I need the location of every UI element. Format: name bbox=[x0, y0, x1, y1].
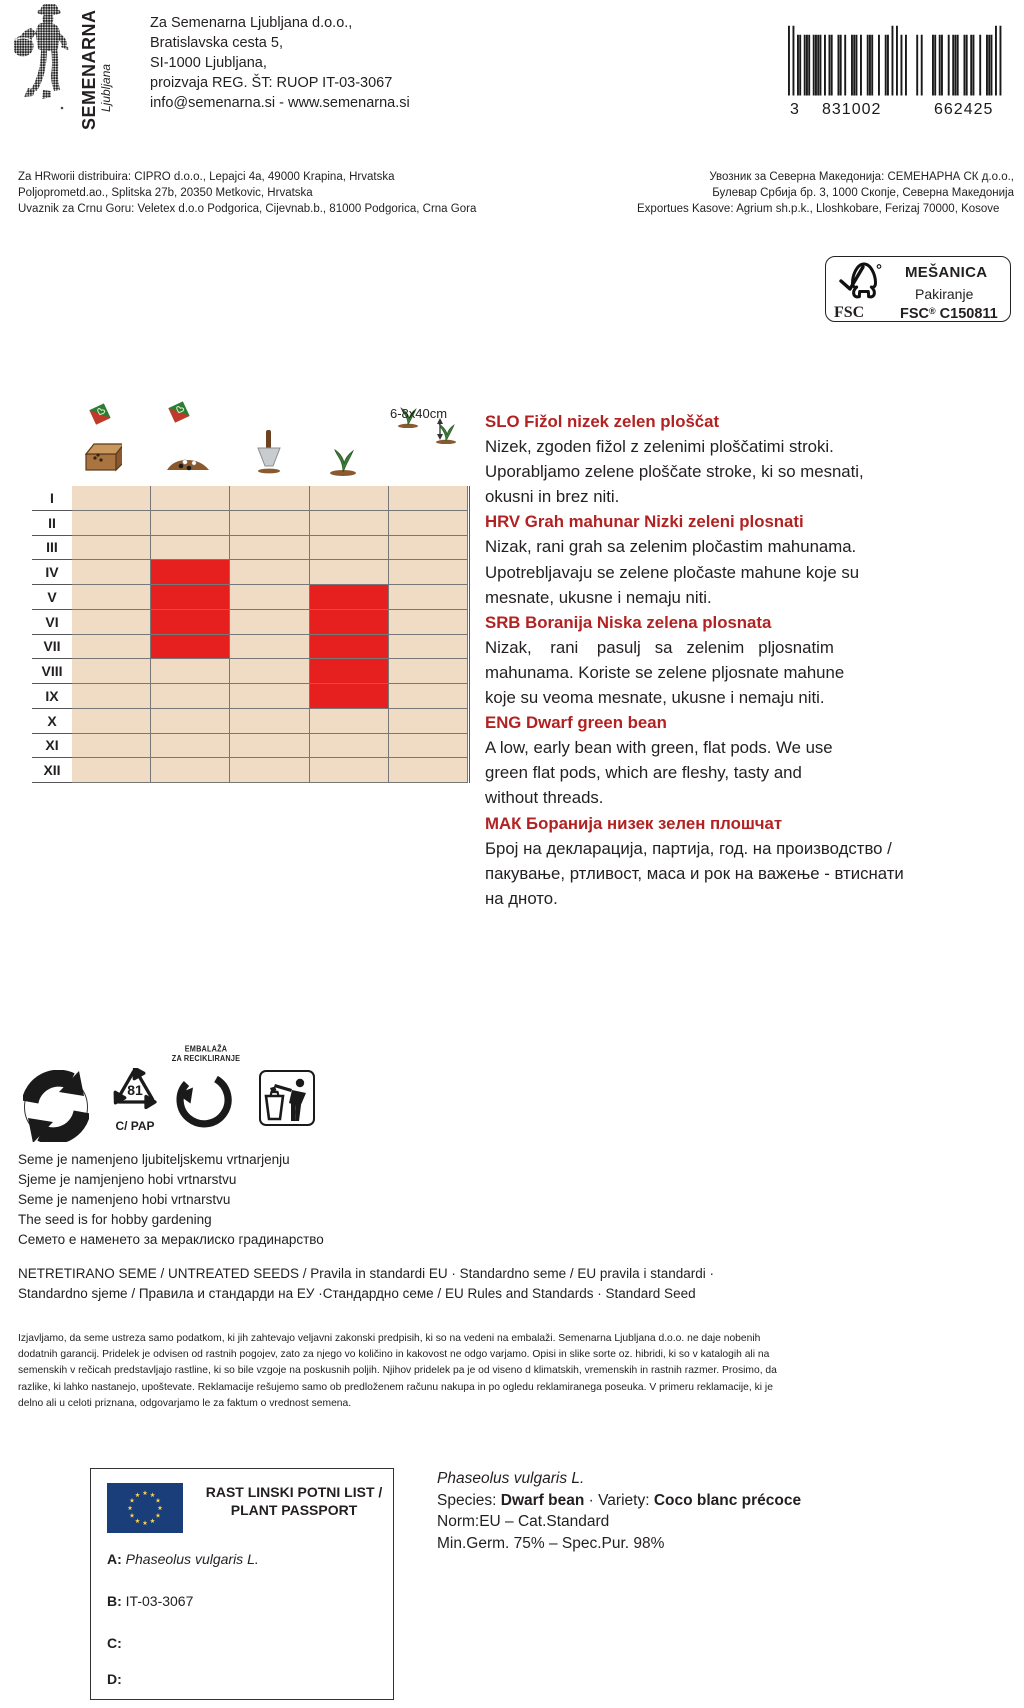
svg-text:81: 81 bbox=[127, 1082, 143, 1098]
